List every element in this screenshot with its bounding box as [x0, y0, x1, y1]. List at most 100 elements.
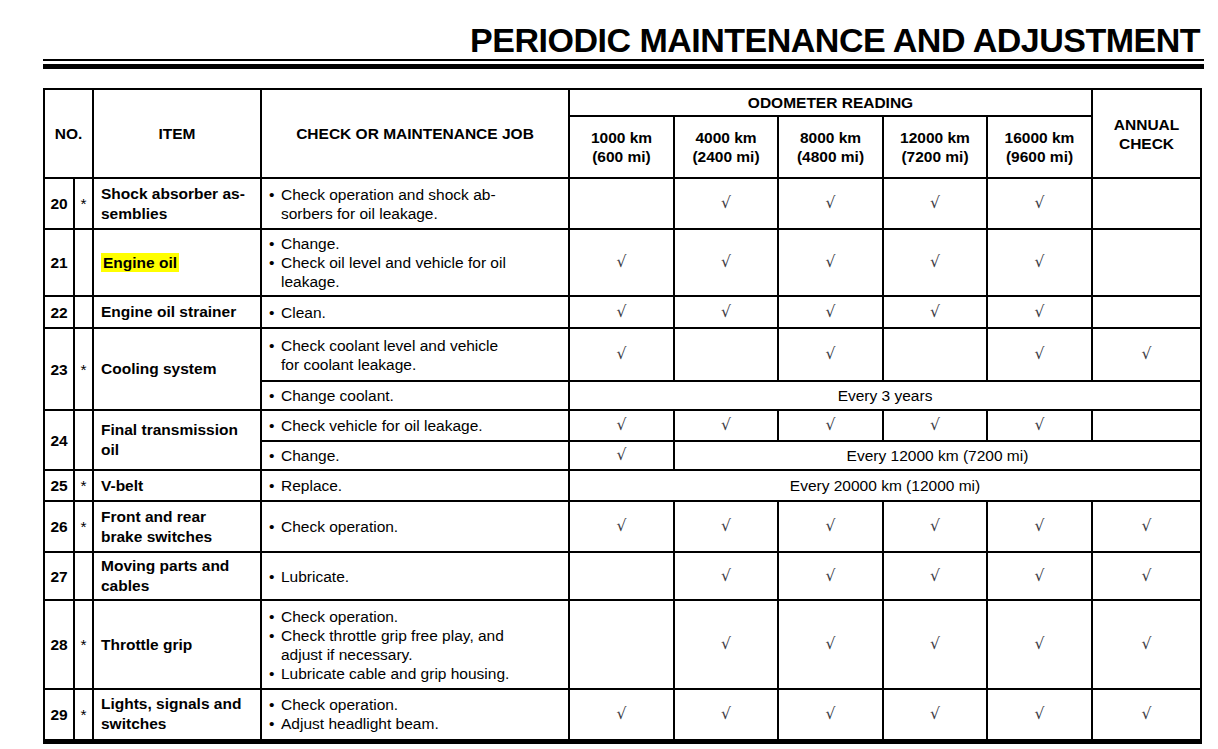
check-cell: √ [569, 229, 674, 296]
row-number: 28 [44, 600, 74, 689]
check-cell: √ [987, 410, 1092, 441]
maintenance-table: NO. ITEM CHECK OR MAINTENANCE JOB ODOMET… [43, 88, 1202, 744]
check-cell: √ [987, 178, 1092, 229]
check-cell: √ [674, 410, 778, 441]
item-cell: Engine oil strainer [93, 296, 261, 328]
job-cell: Clean. [261, 296, 569, 328]
item-cell: Engine oil [93, 229, 261, 296]
row-number: 21 [44, 229, 74, 296]
check-cell: √ [987, 296, 1092, 328]
table-row-29: 29 * Lights, signals and switches Check … [44, 689, 1201, 741]
item-cell: Final transmission oil [93, 410, 261, 470]
row-asterisk: * [74, 501, 93, 552]
job-bullet: Adjust headlight beam. [269, 714, 564, 733]
check-cell: √ [778, 600, 883, 689]
job-bullet: Check operation. [269, 517, 564, 536]
job-bullet: Check operation and shock ab- sorbers fo… [269, 185, 564, 223]
check-cell [569, 600, 674, 689]
check-cell: √ [778, 328, 883, 381]
job-bullet: Check operation. [269, 607, 564, 626]
table-row-20: 20 * Shock absorber as- semblies Check o… [44, 178, 1201, 229]
highlighted-item: Engine oil [101, 253, 179, 272]
page-title: PERIODIC MAINTENANCE AND ADJUSTMENT [470, 21, 1200, 60]
col-header-4000km: 4000 km (2400 mi) [674, 116, 778, 178]
row-number: 26 [44, 501, 74, 552]
col-header-8000km: 8000 km (4800 mi) [778, 116, 883, 178]
item-cell: Front and rear brake switches [93, 501, 261, 552]
table-row-22: 22 Engine oil strainer Clean. √ √ √ √ √ [44, 296, 1201, 328]
table-row-23: 23 * Cooling system Check coolant level … [44, 328, 1201, 381]
row-asterisk: * [74, 178, 93, 229]
check-cell: √ [778, 552, 883, 600]
row-asterisk [74, 229, 93, 296]
item-cell: Shock absorber as- semblies [93, 178, 261, 229]
table-row-24: 24 Final transmission oil Check vehicle … [44, 410, 1201, 441]
row-number: 23 [44, 328, 74, 410]
check-cell: √ [569, 410, 674, 441]
check-cell: √ [883, 689, 987, 741]
col-header-job: CHECK OR MAINTENANCE JOB [261, 89, 569, 178]
row-number: 25 [44, 470, 74, 501]
check-cell: √ [674, 600, 778, 689]
job-cell: Change. [261, 441, 569, 470]
row-asterisk: * [74, 600, 93, 689]
check-cell: √ [987, 328, 1092, 381]
annual-check-cell [1092, 229, 1201, 296]
job-cell: Change coolant. [261, 381, 569, 410]
annual-check-cell: √ [1092, 552, 1201, 600]
check-cell [674, 328, 778, 381]
job-cell: Check operation. Check throttle grip fre… [261, 600, 569, 689]
table-row-21: 21 Engine oil Change. Check oil level an… [44, 229, 1201, 296]
check-cell: √ [778, 296, 883, 328]
annual-check-cell: √ [1092, 328, 1201, 381]
job-bullet: Check throttle grip free play, and adjus… [269, 626, 564, 664]
check-cell: √ [674, 501, 778, 552]
table-row-28: 28 * Throttle grip Check operation. Chec… [44, 600, 1201, 689]
row-number: 20 [44, 178, 74, 229]
interval-span-cell: Every 3 years [569, 381, 1201, 410]
check-cell [569, 178, 674, 229]
row-number: 29 [44, 689, 74, 741]
job-bullet: Change. [269, 234, 564, 253]
job-bullet: Check vehicle for oil leakage. [269, 416, 564, 435]
check-cell: √ [674, 178, 778, 229]
row-asterisk [74, 552, 93, 600]
job-cell: Replace. [261, 470, 569, 501]
row-asterisk [74, 410, 93, 470]
check-cell: √ [674, 689, 778, 741]
col-header-16000km: 16000 km (9600 mi) [987, 116, 1092, 178]
job-cell: Check operation. Adjust headlight beam. [261, 689, 569, 741]
row-number: 22 [44, 296, 74, 328]
check-cell: √ [569, 441, 674, 470]
job-bullet: Lubricate cable and grip housing. [269, 664, 564, 683]
job-cell: Check operation. [261, 501, 569, 552]
col-header-1000km: 1000 km (600 mi) [569, 116, 674, 178]
interval-span-cell: Every 12000 km (7200 mi) [674, 441, 1201, 470]
check-cell: √ [883, 501, 987, 552]
check-cell [569, 552, 674, 600]
check-cell: √ [987, 229, 1092, 296]
check-cell: √ [883, 178, 987, 229]
check-cell: √ [883, 229, 987, 296]
item-cell: V-belt [93, 470, 261, 501]
check-cell: √ [987, 501, 1092, 552]
job-bullet: Clean. [269, 303, 564, 322]
check-cell: √ [883, 600, 987, 689]
header-row-1: NO. ITEM CHECK OR MAINTENANCE JOB ODOMET… [44, 89, 1201, 116]
row-asterisk [74, 296, 93, 328]
check-cell: √ [987, 552, 1092, 600]
title-rule-thick [43, 64, 1204, 69]
check-cell [883, 328, 987, 381]
row-asterisk: * [74, 470, 93, 501]
check-cell: √ [569, 689, 674, 741]
row-number: 27 [44, 552, 74, 600]
annual-check-cell: √ [1092, 600, 1201, 689]
check-cell: √ [778, 229, 883, 296]
check-cell: √ [569, 296, 674, 328]
job-bullet: Replace. [269, 476, 564, 495]
job-cell: Check coolant level and vehicle for cool… [261, 328, 569, 381]
check-cell: √ [883, 296, 987, 328]
job-bullet: Check coolant level and vehicle for cool… [269, 336, 564, 374]
title-rule-thin [43, 59, 1204, 61]
check-cell: √ [883, 410, 987, 441]
